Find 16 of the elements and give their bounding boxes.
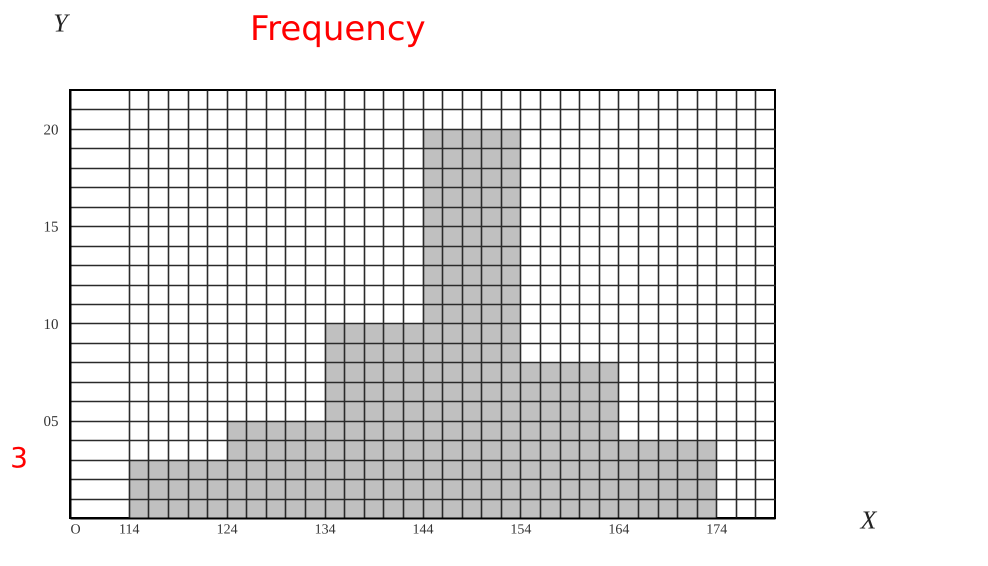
- y-tick-label: 10: [44, 316, 58, 333]
- text: Frequency: [250, 9, 426, 49]
- y-tick-label: 20: [44, 122, 58, 138]
- x-tick-label: 164: [608, 522, 630, 538]
- y-tick-label: 05: [44, 414, 58, 430]
- x-tick-label: 124: [216, 522, 238, 538]
- x-tick-label: 114: [119, 522, 140, 538]
- x-tick-label: O: [70, 522, 81, 538]
- x-tick-label: 174: [706, 522, 728, 538]
- x-tick-label: 154: [510, 522, 532, 538]
- x-tick-label: 144: [412, 522, 434, 538]
- x-axis-title: X: [860, 506, 878, 534]
- text: 3: [10, 442, 28, 475]
- y-axis-title: Y: [53, 8, 70, 38]
- y-tick-label: 15: [44, 220, 58, 236]
- x-tick-label: 134: [314, 522, 336, 538]
